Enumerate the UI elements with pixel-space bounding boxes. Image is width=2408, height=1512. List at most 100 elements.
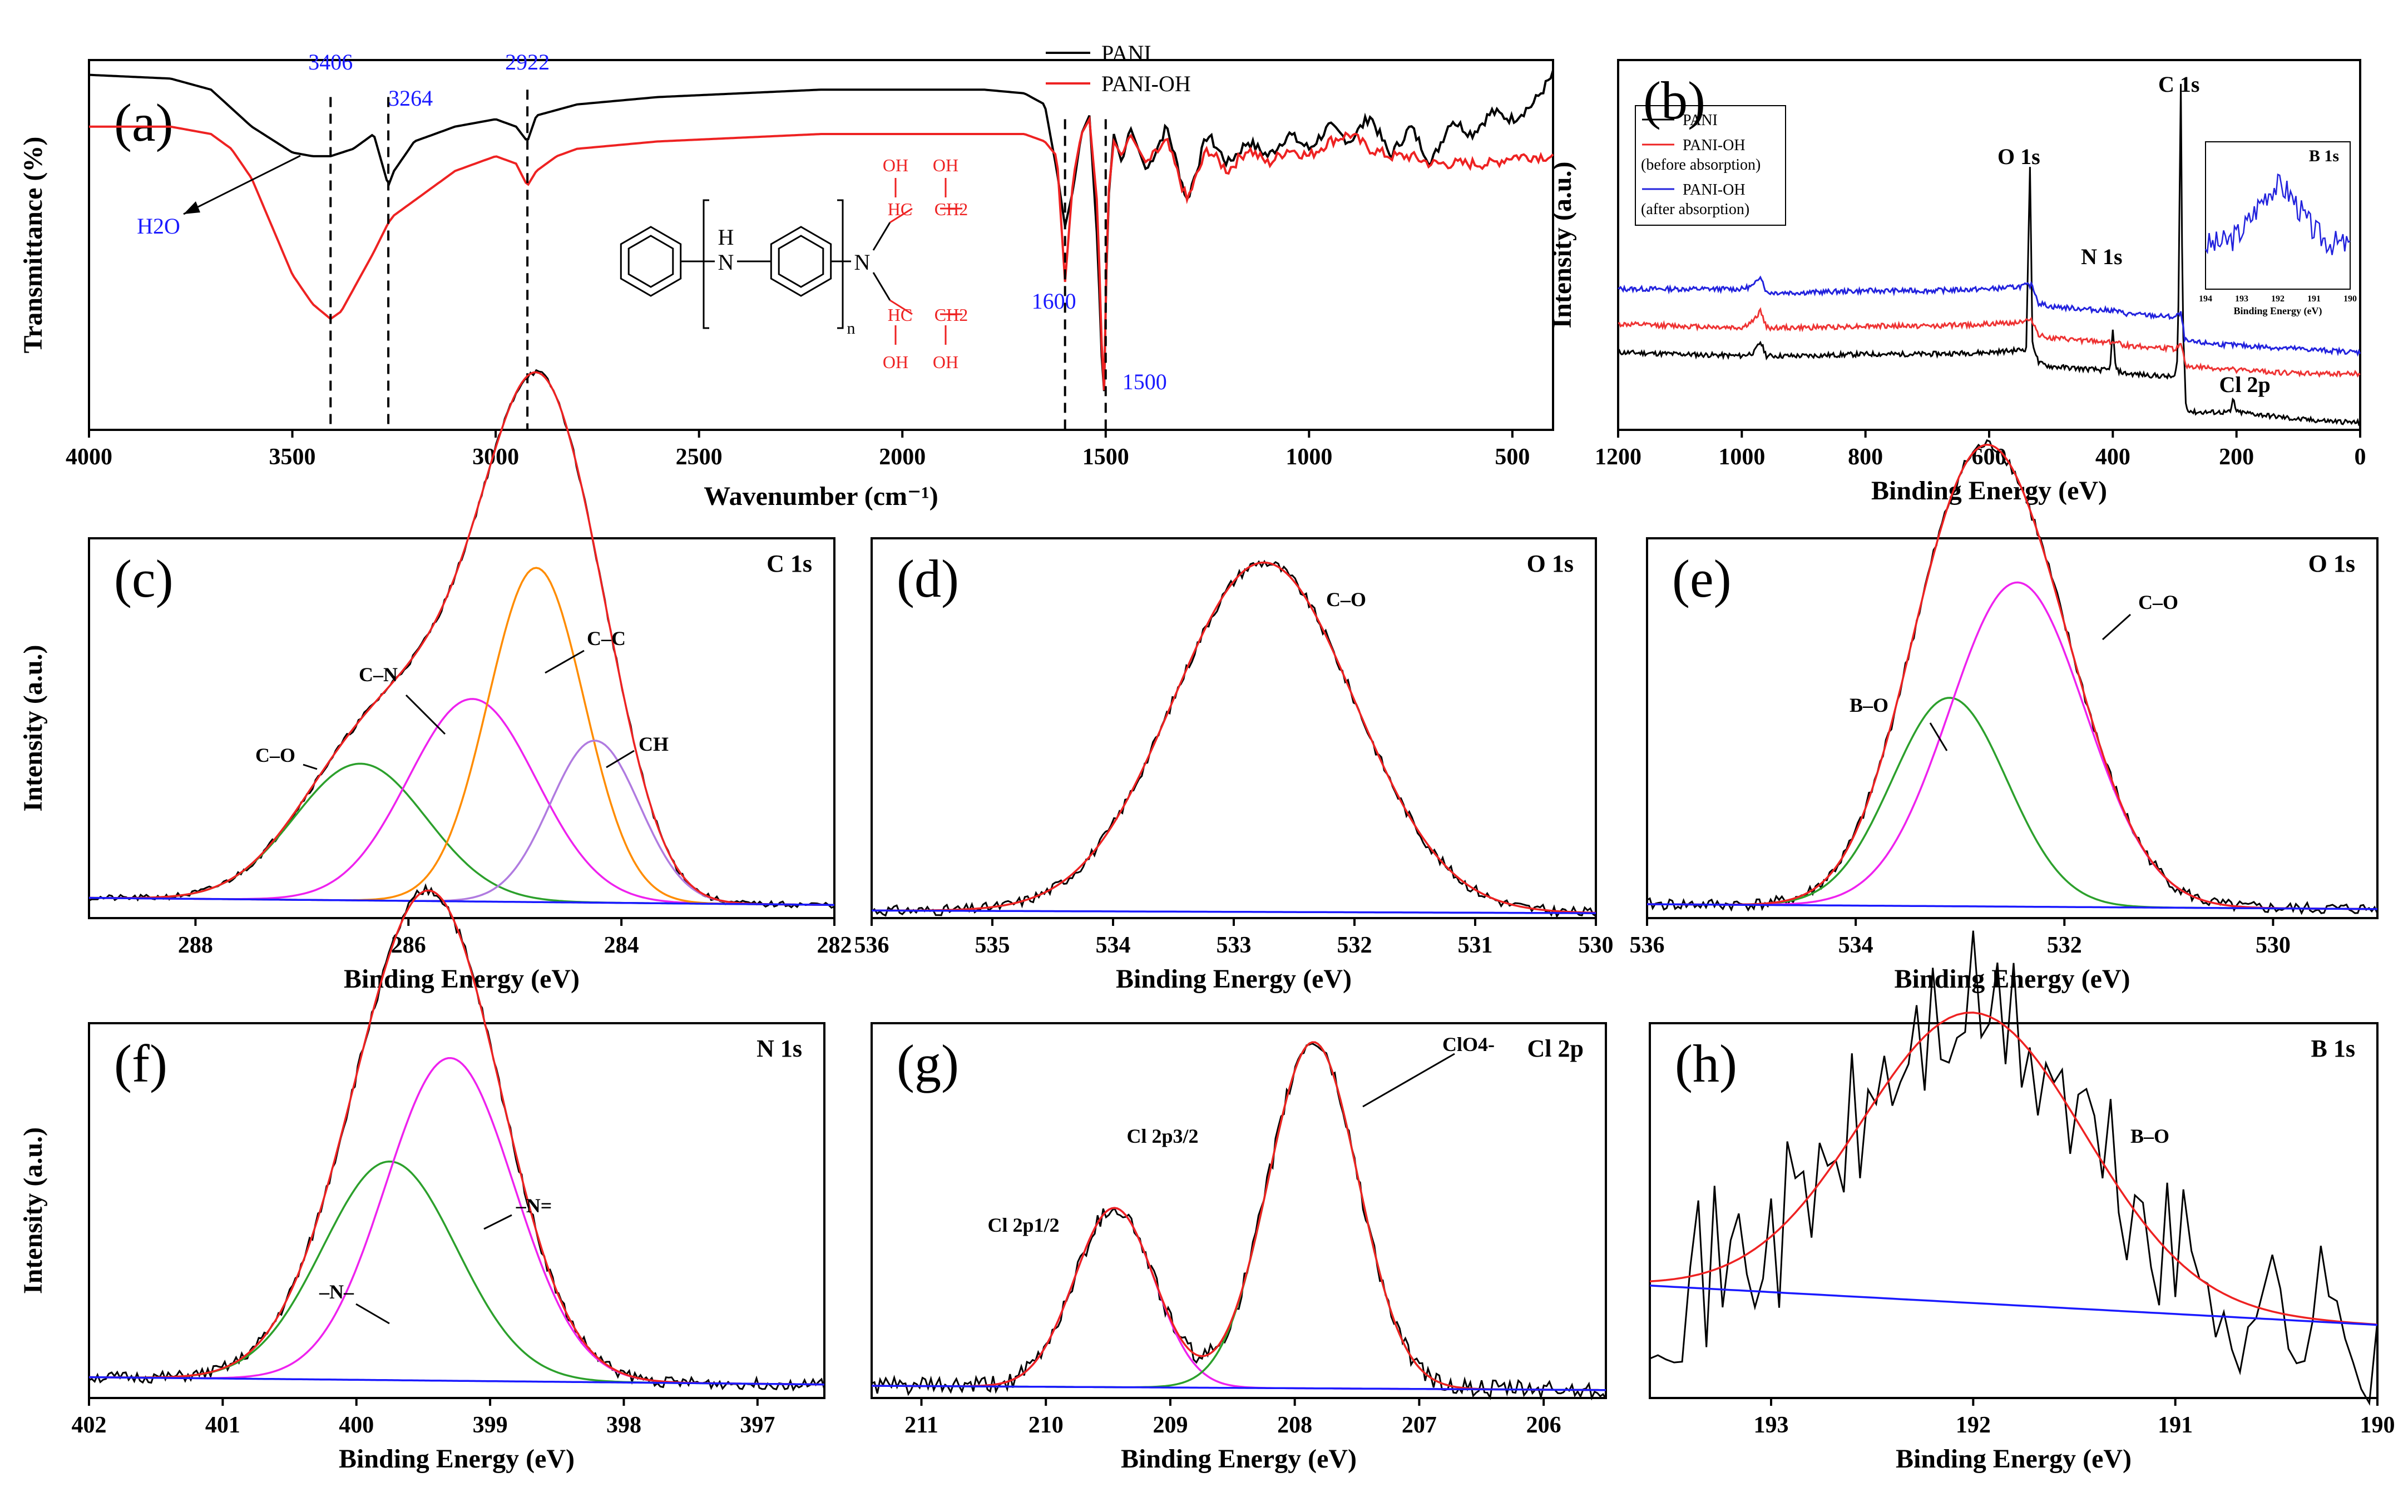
label-leader (405, 694, 446, 735)
panel-label-g: (g) (897, 1034, 959, 1093)
fit-envelope-e (1647, 443, 2378, 910)
x-tick-label-b: 200 (2219, 444, 2254, 470)
x-axis-label-d: Binding Energy (eV) (1116, 964, 1352, 994)
peak-label: O 1s (1997, 144, 2040, 169)
panel-e: 536 534 532 530 Binding Energy (eV) (e) O 1s B–… (1630, 439, 2379, 994)
x-tick-label-d: 531 (1458, 933, 1493, 958)
component-label: C–O (2138, 591, 2178, 613)
x-tick-label-g: 210 (1029, 1412, 1064, 1438)
x-tick-label-d: 533 (1217, 933, 1252, 958)
x-tick-label-c: 284 (604, 933, 639, 958)
structure-atom: H (718, 225, 734, 250)
panel-label-h: (h) (1675, 1034, 1737, 1093)
y-axis-label-c: Intensity (a.u.) (18, 645, 48, 811)
x-tick-label-b: 800 (1848, 444, 1883, 470)
x-axis-label-h: Binding Energy (eV) (1896, 1444, 2132, 1474)
panel-title-g: Cl 2p (1527, 1035, 1584, 1062)
legend-label: PANI-OH (1683, 181, 1746, 199)
x-tick-label-b: 0 (2355, 444, 2366, 470)
panel-label-e: (e) (1672, 549, 1732, 608)
legend-a: PANI PANI-OH (1046, 41, 1191, 96)
background-line-g (871, 1385, 1606, 1391)
panel-title-h: B 1s (2311, 1035, 2355, 1062)
label-leader (545, 650, 585, 674)
x-tick-label-c: 286 (391, 933, 426, 958)
x-tick-label-d: 532 (1337, 933, 1372, 958)
structure-atom: OH (933, 352, 958, 372)
label-leader (1362, 1053, 1455, 1108)
x-tick-label-g: 207 (1402, 1412, 1437, 1438)
background-line-d (871, 909, 1596, 914)
label-leader (483, 1214, 512, 1230)
x-tick-label-d: 535 (975, 933, 1010, 958)
x-tick-label-h: 191 (2158, 1412, 2193, 1438)
pani-oh-structure (620, 178, 962, 345)
fit-component-c (88, 762, 834, 906)
peak-annotation: 1500 (1123, 369, 1167, 394)
background-line-f (89, 1376, 825, 1386)
raw-spectrum-c (88, 369, 835, 909)
legend-label: PANI (1101, 41, 1151, 66)
x-tick-label-e: 536 (1630, 933, 1665, 958)
structure-subscript: n (847, 319, 856, 338)
raw-spectrum-h (1649, 930, 2379, 1406)
raw-spectrum-d (871, 559, 1596, 919)
structure-atom: OH (933, 155, 958, 175)
x-tick-label-b: 1000 (1718, 444, 1765, 470)
inset-x-label: Binding Energy (eV) (2233, 305, 2322, 317)
component-label: C–N (359, 663, 398, 686)
x-tick-label-a: 4000 (66, 444, 112, 470)
x-tick-label-f: 399 (473, 1412, 508, 1438)
y-axis-label-b: Intensity (a.u.) (1547, 161, 1577, 328)
fit-component-f (89, 1057, 825, 1386)
h2o-arrow (183, 155, 301, 215)
plot-frame-a (88, 59, 1554, 431)
panel-label-f: (f) (114, 1034, 167, 1093)
raw-spectrum-f (88, 883, 825, 1392)
legend-label: PANI-OH (1683, 137, 1746, 154)
x-tick-label-f: 401 (205, 1412, 240, 1438)
legend-label: (before absorption) (1641, 156, 1761, 173)
plot-frame-h (1649, 1022, 2379, 1399)
inset-tick-label: 190 (2343, 294, 2357, 304)
legend-label: PANI (1683, 112, 1718, 129)
component-label: Cl 2p3/2 (1126, 1125, 1198, 1147)
panel-title-c: C 1s (767, 550, 812, 577)
panel-title-f: N 1s (756, 1035, 802, 1062)
legend-b: PANI PANI-OH (before absorption) PANI-OH (af… (1635, 105, 1786, 226)
legend-label: PANI-OH (1101, 71, 1191, 96)
component-label: C–O (1326, 588, 1366, 611)
peak-label: C 1s (2158, 72, 2199, 97)
component-label: ClO4- (1442, 1033, 1495, 1055)
fit-component-c (89, 740, 834, 906)
panel-d: 536 535 534 533 532 531 530 Binding Energy (eV)… (854, 537, 1614, 994)
x-tick-label-h: 192 (1956, 1412, 1991, 1438)
x-tick-label-g: 208 (1277, 1412, 1312, 1438)
panel-label-d: (d) (897, 549, 959, 608)
x-tick-label-a: 500 (1495, 444, 1530, 470)
background-line-e (1647, 903, 2378, 910)
x-tick-label-e: 532 (2047, 933, 2082, 958)
x-axis-label-a: Wavenumber (cm⁻¹) (704, 482, 938, 511)
x-tick-label-f: 397 (740, 1412, 775, 1438)
series-line-pani-oh (89, 115, 1554, 390)
x-tick-label-g: 206 (1526, 1412, 1561, 1438)
label-leader (606, 750, 635, 769)
background-line-h (1649, 1285, 2378, 1326)
label-leader (303, 764, 318, 770)
component-label: –N= (516, 1194, 552, 1217)
component-label: CH (639, 733, 669, 755)
structure-atom: OH (883, 352, 908, 372)
structure-atom: N (854, 250, 871, 275)
fit-envelope-c (88, 371, 834, 906)
fit-envelope-h (1649, 1012, 2378, 1326)
plot-frame-g (871, 1022, 1607, 1399)
peak-annotation: 3406 (308, 49, 353, 75)
fit-component-c (89, 567, 834, 906)
structure-atom: HC (888, 305, 912, 325)
series-line (1618, 275, 2361, 357)
x-tick-label-b: 400 (2095, 444, 2130, 470)
label-leader (1929, 722, 1948, 751)
